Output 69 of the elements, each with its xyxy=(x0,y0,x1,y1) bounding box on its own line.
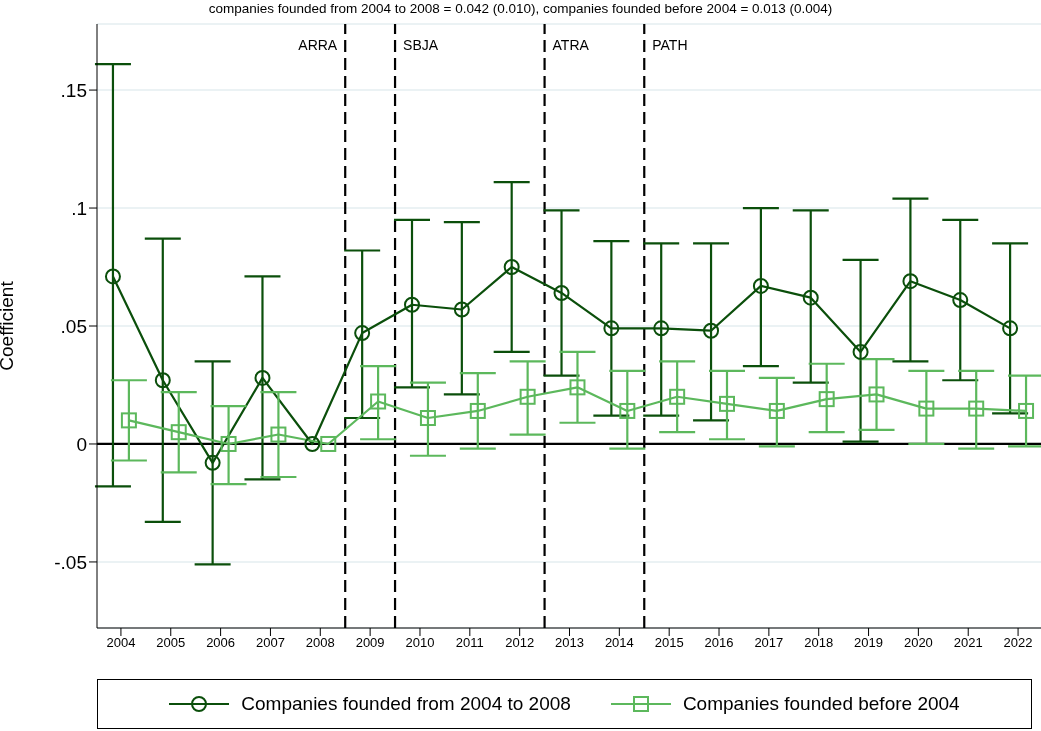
y-tick-label: -.05 xyxy=(54,551,87,573)
point xyxy=(569,379,586,396)
point xyxy=(469,402,486,419)
point xyxy=(354,325,371,342)
x-tick-label: 2021 xyxy=(953,635,983,651)
point xyxy=(220,435,237,452)
point xyxy=(802,289,819,306)
x-tick-label: 2009 xyxy=(355,635,385,651)
x-tick-label: 2018 xyxy=(804,635,834,651)
point xyxy=(120,412,137,429)
point xyxy=(419,410,436,427)
point xyxy=(669,388,686,405)
point xyxy=(952,292,969,309)
point xyxy=(752,277,769,294)
ref-line-label: PATH xyxy=(652,37,688,53)
point xyxy=(768,402,785,419)
x-tick-label: 2008 xyxy=(305,635,335,651)
point xyxy=(304,435,321,452)
point xyxy=(104,268,121,285)
point xyxy=(154,372,171,389)
x-tick-label: 2006 xyxy=(206,635,236,651)
y-tick-label: .1 xyxy=(71,197,87,219)
point xyxy=(453,301,470,318)
x-tick-label: 2011 xyxy=(455,635,484,651)
point xyxy=(653,320,670,337)
point xyxy=(370,393,387,410)
x-tick-label: 2019 xyxy=(854,635,884,651)
point xyxy=(868,386,885,403)
ref-line-label: ATRA xyxy=(552,37,590,53)
point xyxy=(968,400,985,417)
x-tick-label: 2013 xyxy=(555,635,584,651)
x-tick-label: 2012 xyxy=(505,635,535,651)
point xyxy=(619,402,636,419)
point xyxy=(503,259,520,276)
x-tick-label: 2015 xyxy=(654,635,684,651)
point xyxy=(254,369,271,386)
point xyxy=(902,273,919,290)
point xyxy=(1018,402,1035,419)
x-tick-label: 2004 xyxy=(106,635,136,651)
x-tick-label: 2016 xyxy=(704,635,734,651)
x-tick-label: 2014 xyxy=(604,635,634,651)
y-tick-label: .15 xyxy=(60,79,87,101)
legend-label: Companies founded from 2004 to 2008 xyxy=(241,693,571,715)
point xyxy=(519,388,536,405)
point xyxy=(703,322,720,339)
point xyxy=(170,424,187,441)
x-tick-label: 2005 xyxy=(156,635,186,651)
chart-title: companies founded from 2004 to 2008 = 0.042 (0.010), companies founded before 2004 = 0.013 (0.004) xyxy=(207,1,834,16)
ref-line-label: SBJA xyxy=(403,37,439,53)
x-tick-label: 2007 xyxy=(255,635,285,651)
point xyxy=(1002,320,1019,337)
point xyxy=(553,284,570,301)
x-tick-label: 2022 xyxy=(1003,635,1033,651)
point xyxy=(270,426,287,443)
point xyxy=(320,435,337,452)
point xyxy=(204,454,221,471)
point xyxy=(719,395,735,412)
y-tick-label: 0 xyxy=(76,433,87,455)
x-tick-label: 2017 xyxy=(754,635,784,651)
point xyxy=(818,391,835,408)
point xyxy=(918,400,935,417)
legend-label: Companies founded before 2004 xyxy=(682,693,960,715)
x-tick-label: 2010 xyxy=(405,635,435,651)
point xyxy=(852,343,869,360)
point xyxy=(404,296,420,313)
y-tick-label: .05 xyxy=(60,315,87,337)
point xyxy=(603,320,620,337)
ref-line-label: ARRA xyxy=(298,37,338,53)
x-tick-label: 2020 xyxy=(903,635,933,651)
